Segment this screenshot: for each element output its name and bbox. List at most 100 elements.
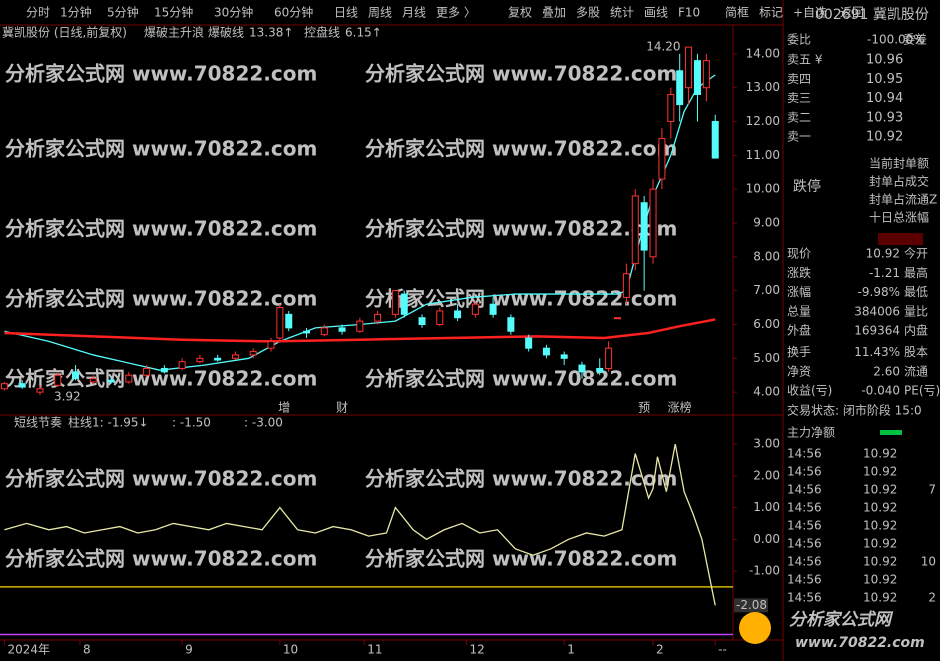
candle-body [489, 303, 497, 315]
stat-label2: 股本 [904, 345, 928, 359]
toolbar-button[interactable]: 简框 [725, 6, 749, 20]
stock-header: 002691 冀凯股份 [815, 7, 929, 23]
stat-label: 现价 [787, 247, 811, 261]
legend-entry: : -3.00 [244, 416, 283, 430]
toolbar-button[interactable]: F10 [678, 6, 700, 20]
toolbar-button[interactable]: 多股 [576, 6, 600, 20]
x-tick-label: 2024年 [7, 643, 50, 657]
trade-time: 14:56 [787, 483, 822, 497]
watermark: 分析家公式网 www.70822.com [5, 547, 317, 571]
toolbar-button[interactable]: 60分钟 [274, 5, 313, 20]
candle-body [267, 340, 275, 349]
toolbar-button[interactable]: +自选 [793, 6, 827, 20]
trade-volume: 2 [928, 591, 936, 605]
toolbar-button[interactable]: 复权 [508, 6, 532, 20]
stat-value: -0.040 [861, 384, 900, 398]
event-marker[interactable]: 预 [638, 401, 650, 415]
toolbar-button[interactable]: 15分钟 [154, 5, 193, 20]
series-line [4, 74, 716, 371]
y-tick-label: 10.00 [746, 182, 780, 196]
candle-body [285, 313, 293, 329]
toolbar-button[interactable]: 5分钟 [107, 5, 139, 20]
toolbar-button[interactable]: 周线 [368, 6, 392, 20]
candle-body [649, 188, 657, 258]
trade-state: 交易状态: 闭市阶段 15:0 [787, 403, 922, 418]
candle-body [178, 361, 186, 369]
event-marker[interactable]: 涨榜 [668, 400, 692, 415]
stat-value: -1.21 [869, 266, 900, 280]
order-note: 当前封单额 [869, 156, 929, 171]
toolbar-button[interactable]: 更多 〉 [436, 6, 476, 20]
candle-body [525, 337, 533, 349]
trade-price: 10.92 [863, 573, 897, 587]
stat-label: 总量 [787, 304, 811, 318]
y-tick-label: 0.00 [753, 532, 780, 546]
ask-price: 10.92 [866, 130, 903, 145]
order-note: 十日总涨幅 [869, 210, 929, 225]
stat-label: 涨跌 [787, 265, 811, 280]
candle-body [418, 317, 426, 325]
toolbar-button[interactable]: 月线 [402, 6, 426, 20]
candle-body [400, 293, 408, 315]
candle-body [214, 357, 222, 361]
watermark: 分析家公式网 www.70822.com [5, 287, 317, 311]
toolbar-button[interactable]: 日线 [334, 6, 358, 20]
weibi: 委差 [903, 33, 927, 47]
candle-body [320, 327, 328, 336]
candle-body [276, 307, 284, 339]
toolbar-button[interactable]: 返回 [840, 6, 864, 20]
stat-label2: PE(亏) [904, 384, 940, 398]
event-marker[interactable]: 增 [278, 401, 290, 415]
toolbar-button[interactable]: 1分钟 [60, 5, 92, 20]
candle-body [249, 351, 257, 356]
candle-body [454, 310, 462, 319]
toolbar-button[interactable]: 30分钟 [214, 5, 253, 20]
stat-label: 收益(亏) [787, 384, 832, 398]
stat-value: 10.92 [866, 247, 900, 261]
y-tick-label: 5.00 [753, 351, 780, 365]
x-tick-label: 1 [567, 643, 575, 657]
toolbar-button[interactable]: 统计 [610, 6, 634, 20]
limit-status: 跌停 [793, 178, 821, 195]
ask-label: 卖三 [787, 91, 811, 105]
trade-price: 10.92 [863, 555, 897, 569]
stat-label2: 最高 [904, 265, 928, 280]
candle-body [231, 354, 239, 359]
watermark: 分析家公式网 www.70822.com [365, 62, 677, 86]
collapse-button[interactable] [878, 233, 923, 245]
stat-label2: 内盘 [904, 323, 928, 338]
candle-body [605, 347, 613, 369]
toolbar-button[interactable]: 画线 [644, 6, 668, 20]
legend-name: 爆破线 [208, 25, 244, 40]
x-tick-label: 8 [83, 643, 91, 657]
chart-title: 短线节奏 [14, 416, 62, 430]
candle-body [196, 357, 204, 363]
x-tick-label: 10 [283, 643, 298, 657]
candle-body [36, 388, 44, 393]
y-tick-label: 3.00 [753, 437, 780, 451]
candle-body [303, 330, 311, 334]
candle-body [338, 327, 346, 332]
watermark: 分析家公式网 www.70822.com [365, 217, 677, 241]
y-tick-label: 2.00 [753, 468, 780, 482]
candle-body [631, 195, 639, 265]
candle-body [613, 317, 621, 320]
candle-body [160, 367, 168, 373]
y-tick-label: 9.00 [753, 216, 780, 230]
trade-time: 14:56 [787, 573, 822, 587]
candle-body [693, 60, 701, 95]
stat-label: 换手 [787, 345, 811, 359]
trade-time: 14:56 [787, 519, 822, 533]
ask-price: 10.94 [866, 91, 903, 106]
candle-body [391, 290, 399, 315]
price-annotation: 14.20 [646, 40, 680, 54]
candle-body [18, 383, 26, 388]
legend-entry: 柱线1: -1.95↓ [68, 415, 149, 430]
price-annotation: 3.92 [54, 389, 81, 403]
toolbar-button[interactable]: 标记 [759, 6, 783, 20]
event-marker[interactable]: 财 [336, 401, 348, 415]
toolbar-button[interactable]: 分时 [26, 6, 50, 20]
toolbar-button[interactable]: 叠加 [542, 6, 566, 20]
stat-label: 净资 [787, 364, 811, 378]
